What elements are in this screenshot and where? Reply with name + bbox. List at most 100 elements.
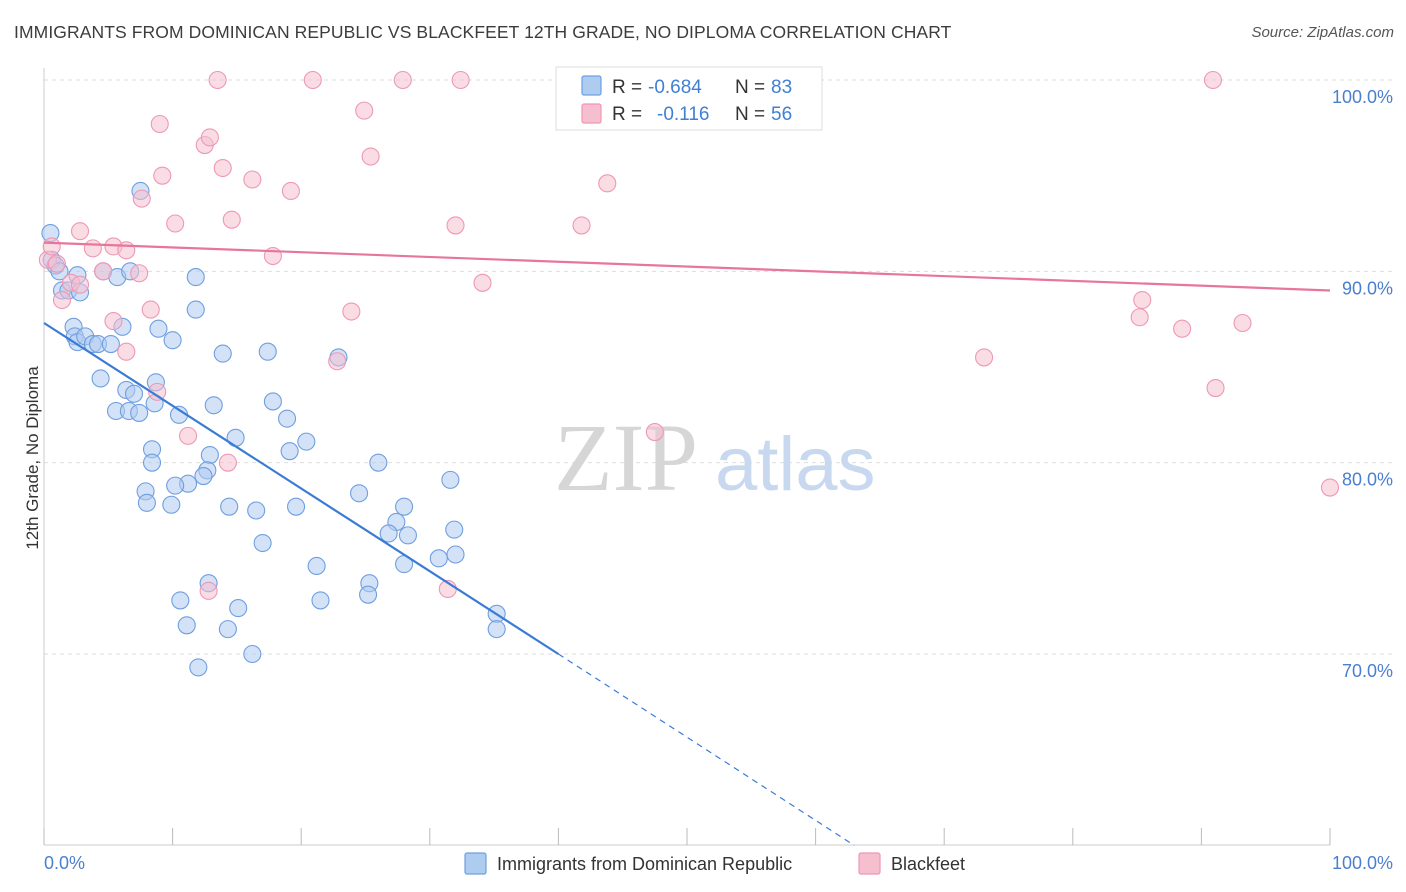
dominican-point-24 bbox=[213, 344, 232, 363]
dominican-point-65 bbox=[446, 545, 465, 564]
legend-swatch-pink bbox=[581, 103, 602, 124]
dominican-point-55 bbox=[220, 497, 239, 516]
blackfeet-point-18 bbox=[150, 114, 169, 134]
dominican-point-36 bbox=[204, 396, 223, 415]
dominican-point-57 bbox=[287, 497, 306, 516]
legend-r-label-blue: R = bbox=[612, 77, 642, 98]
dominican-point-79 bbox=[243, 644, 262, 664]
blackfeet-point-27 bbox=[218, 453, 237, 472]
dominican-point-40 bbox=[297, 432, 316, 451]
dominican-point-56 bbox=[247, 501, 266, 520]
legend-r-value-pink: -0.116 bbox=[657, 104, 709, 125]
dominican-point-21 bbox=[186, 300, 205, 319]
blackfeet-point-51 bbox=[1203, 70, 1223, 90]
y-axis-label: 12th Grade, No Diploma bbox=[23, 366, 42, 550]
dominican-point-53 bbox=[441, 470, 460, 489]
blackfeet-point-12 bbox=[104, 312, 123, 331]
blackfeet-point-48 bbox=[1130, 308, 1149, 327]
blackfeet-point-22 bbox=[200, 128, 219, 147]
dominican-point-22 bbox=[149, 319, 168, 338]
blackfeet-point-37 bbox=[451, 70, 470, 90]
watermark: ZIP atlas bbox=[554, 404, 876, 511]
trend-line-blackfeet bbox=[43, 241, 1331, 292]
blackfeet-point-53 bbox=[1233, 313, 1252, 333]
trend-line-dominican bbox=[43, 322, 559, 655]
watermark-zip: ZIP bbox=[554, 404, 698, 511]
bottom-legend-swatch-pink bbox=[858, 852, 881, 875]
dominican-point-37 bbox=[263, 392, 282, 411]
blackfeet-point-49 bbox=[1133, 290, 1152, 310]
blackfeet-point-32 bbox=[328, 352, 347, 371]
blackfeet-point-31 bbox=[303, 70, 322, 90]
grid-lines bbox=[44, 79, 1392, 655]
dominican-point-47 bbox=[194, 467, 213, 486]
legend-n-label-pink: N = bbox=[735, 104, 765, 125]
bottom-legend-swatch-blue bbox=[464, 852, 487, 875]
dominican-point-71 bbox=[171, 591, 190, 610]
blackfeet-point-39 bbox=[473, 273, 492, 292]
chart-title: IMMIGRANTS FROM DOMINICAN REPUBLIC VS BL… bbox=[14, 22, 952, 42]
trend-lines bbox=[43, 241, 1331, 846]
blackfeet-point-13 bbox=[117, 342, 136, 361]
blackfeet-point-36 bbox=[393, 70, 412, 90]
dominican-point-73 bbox=[229, 599, 248, 618]
dominican-point-34 bbox=[130, 403, 149, 422]
blackfeet-point-19 bbox=[166, 214, 185, 233]
blackfeet-point-10 bbox=[117, 241, 136, 260]
legend-r-value-blue: -0.684 bbox=[648, 77, 702, 98]
blackfeet-point-54 bbox=[1320, 478, 1340, 497]
dominican-point-62 bbox=[445, 520, 464, 539]
y-tick-label-90: 90.0% bbox=[1342, 278, 1393, 298]
dominican-point-51 bbox=[137, 493, 156, 512]
legend-n-value-pink: 56 bbox=[771, 104, 792, 125]
blackfeet-point-38 bbox=[446, 216, 465, 235]
blackfeet-point-52 bbox=[1206, 378, 1225, 398]
blackfeet-point-14 bbox=[132, 189, 151, 208]
dominican-point-45 bbox=[369, 453, 388, 472]
blackfeet-point-23 bbox=[199, 581, 218, 600]
blackfeet-point-42 bbox=[598, 174, 617, 193]
blackfeet-point-24 bbox=[208, 70, 227, 90]
dominican-point-52 bbox=[350, 484, 369, 503]
blackfeet-point-4 bbox=[70, 275, 90, 294]
dominican-point-77 bbox=[487, 620, 506, 639]
dominican-point-44 bbox=[280, 442, 299, 461]
blackfeet-point-47 bbox=[975, 348, 994, 367]
y-tick-label-70: 70.0% bbox=[1342, 661, 1393, 681]
x-axis-ticks bbox=[43, 828, 1331, 845]
blackfeet-point-16 bbox=[141, 300, 160, 319]
dominican-point-25 bbox=[258, 342, 277, 361]
dominican-point-54 bbox=[162, 495, 181, 514]
blackfeet-point-44 bbox=[645, 423, 664, 442]
blackfeet-point-41 bbox=[572, 216, 591, 235]
legend-n-value-blue: 83 bbox=[771, 77, 792, 98]
blackfeet-point-35 bbox=[361, 147, 380, 166]
blackfeet-point-1 bbox=[42, 237, 61, 256]
trend-line-dominican-extension bbox=[558, 653, 855, 846]
blackfeet-point-8 bbox=[94, 262, 113, 281]
dominican-point-14 bbox=[101, 334, 120, 354]
source-credit: Source: ZipAtlas.com bbox=[1251, 24, 1394, 41]
blackfeet-point-5 bbox=[52, 290, 72, 310]
blackfeet-point-11 bbox=[130, 264, 149, 283]
blackfeet-point-17 bbox=[148, 382, 167, 401]
legend-r-label-pink: R = bbox=[612, 104, 642, 125]
dominican-point-43 bbox=[200, 445, 219, 465]
dominican-point-72 bbox=[311, 591, 330, 610]
dominican-point-27 bbox=[91, 369, 110, 388]
dominican-point-23 bbox=[163, 331, 182, 350]
dominican-point-70 bbox=[359, 585, 378, 604]
dominican-point-64 bbox=[429, 549, 448, 568]
series-blackfeet-points bbox=[38, 70, 1340, 600]
dominican-point-78 bbox=[189, 658, 208, 677]
dominican-point-61 bbox=[379, 524, 398, 543]
legend-n-label-blue: N = bbox=[735, 77, 765, 98]
dominican-point-60 bbox=[398, 526, 417, 545]
stats-legend: R = -0.684 N = 83 R = -0.116 N = 56 bbox=[555, 66, 823, 131]
bottom-legend-label-pink: Blackfeet bbox=[891, 854, 965, 874]
dominican-point-49 bbox=[166, 476, 185, 495]
blackfeet-point-15 bbox=[153, 166, 172, 185]
blackfeet-point-33 bbox=[342, 302, 361, 321]
blackfeet-point-30 bbox=[281, 181, 300, 201]
